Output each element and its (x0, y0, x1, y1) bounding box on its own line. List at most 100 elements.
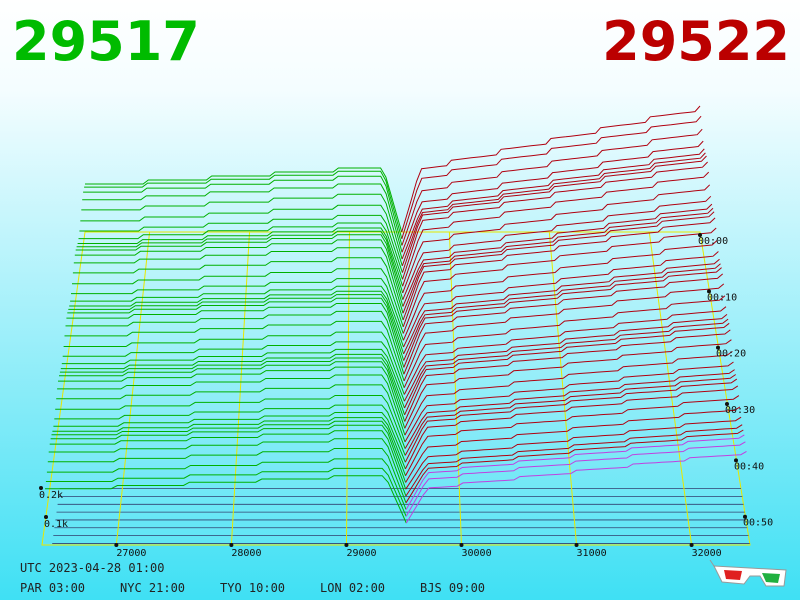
bid-depth-line (69, 290, 404, 348)
bid-depth-line (84, 170, 403, 239)
price-tick-label: 30000 (461, 548, 491, 559)
clocks: PAR 03:00 NYC 21:00 TYO 10:00 LON 02:00 BJS … (20, 581, 485, 595)
ask-depth-line (403, 258, 720, 355)
bid-depth-line (46, 458, 407, 510)
bid-depth-line (63, 331, 405, 388)
ask-depth-line (402, 239, 718, 341)
utc-time: UTC 2023-04-28 01:00 (20, 561, 165, 575)
time-tick-label: 00:00 (698, 236, 728, 247)
bid-depth-line (61, 348, 405, 402)
tick-dot (725, 402, 729, 407)
ask-depth-line (402, 171, 710, 287)
bid-depth-line (76, 230, 404, 294)
bid-depth-line (60, 353, 405, 409)
bid-price: 29517 (12, 10, 200, 73)
ask-depth-line (401, 128, 703, 246)
bid-depth-line (80, 204, 403, 266)
ask-depth-line (405, 429, 744, 504)
ask-depth-line (404, 318, 729, 409)
tick-dot (344, 543, 349, 547)
ask-depth-line (401, 155, 707, 273)
bid-depth-line (65, 310, 405, 375)
tick-dot (459, 543, 464, 547)
bid-depth-line (51, 420, 406, 476)
bid-depth-line (58, 366, 406, 429)
ask-depth-line (403, 251, 719, 348)
bid-depth-line (52, 417, 406, 470)
ask-depth-line (405, 434, 745, 510)
price-grid-line (230, 231, 251, 546)
ask-depth-line (405, 416, 742, 490)
ask-depth-line (405, 395, 740, 476)
ask-depth-line (403, 295, 726, 388)
bid-depth-line (59, 361, 406, 422)
time-tick-label: 00:20 (716, 349, 746, 360)
city-clock: TYO 10:00 (220, 581, 285, 595)
ask-depth-line (404, 329, 731, 422)
bid-depth-line (78, 222, 403, 280)
tick-dot (229, 543, 234, 547)
ask-depth-line (405, 450, 747, 524)
ask-depth-line (404, 378, 738, 463)
bid-depth-line (75, 234, 404, 300)
tick-dot (574, 543, 579, 547)
tick-dot (707, 289, 711, 294)
time-tick-label: 00:30 (725, 405, 755, 416)
bid-depth-line (81, 193, 403, 260)
bid-depth-line (68, 294, 405, 355)
ask-depth-line (402, 217, 716, 327)
city-clock: PAR 03:00 (20, 581, 85, 595)
ask-depth-line (403, 314, 728, 402)
ask-depth-line (401, 152, 706, 266)
city-clock: BJS 09:00 (420, 581, 485, 595)
bid-depth-line (77, 227, 404, 287)
floor-outline (41, 231, 751, 546)
ask-depth-line (401, 140, 704, 253)
volume-tick-label: 0.1k (44, 519, 68, 530)
3d-glasses-icon (709, 559, 787, 587)
bid-depth-line (79, 214, 403, 273)
ask-depth-line (402, 184, 711, 294)
bid-depth-line (53, 412, 406, 463)
ask-depth-line (402, 207, 714, 314)
floor-grid (41, 231, 751, 546)
ask-depth-line (404, 339, 732, 429)
ask-depth-line (402, 161, 708, 280)
time-tick-label: 00:10 (707, 292, 737, 303)
ask-depth-line (404, 322, 730, 416)
price-tick-label: 28000 (231, 548, 261, 559)
price-grid-line (345, 231, 350, 546)
bid-depth-line (73, 247, 404, 314)
ask-depth-line (401, 105, 701, 233)
tick-dot (114, 543, 119, 547)
depth-lines (45, 105, 747, 524)
tick-dot (689, 543, 694, 547)
bid-depth-line (85, 167, 403, 233)
bid-depth-line (70, 285, 404, 341)
price-tick-label: 27000 (116, 548, 146, 559)
ask-price: 29522 (602, 10, 790, 73)
bid-depth-line (83, 175, 403, 246)
bid-depth-line (49, 430, 407, 490)
volume-tick-label: 0.2k (39, 490, 63, 501)
price-tick-label: 29000 (346, 548, 376, 559)
bid-depth-line (50, 424, 407, 483)
ask-depth-line (402, 227, 717, 334)
price-tick-label: 32000 (692, 548, 722, 559)
price-grid-line (448, 231, 462, 546)
tick-dot (716, 345, 720, 350)
bid-depth-line (55, 395, 406, 449)
ask-depth-line (404, 350, 733, 436)
ask-depth-line (402, 195, 712, 300)
bid-depth-line (72, 257, 404, 321)
ask-depth-line (405, 406, 741, 483)
time-tick-label: 00:40 (734, 461, 764, 472)
price-tick-label: 31000 (577, 548, 607, 559)
time-tick-label: 00:50 (743, 518, 773, 529)
ask-depth-line (401, 148, 705, 260)
bid-depth-line (54, 404, 406, 456)
bid-depth-line (56, 384, 406, 443)
bid-depth-line (74, 239, 404, 307)
